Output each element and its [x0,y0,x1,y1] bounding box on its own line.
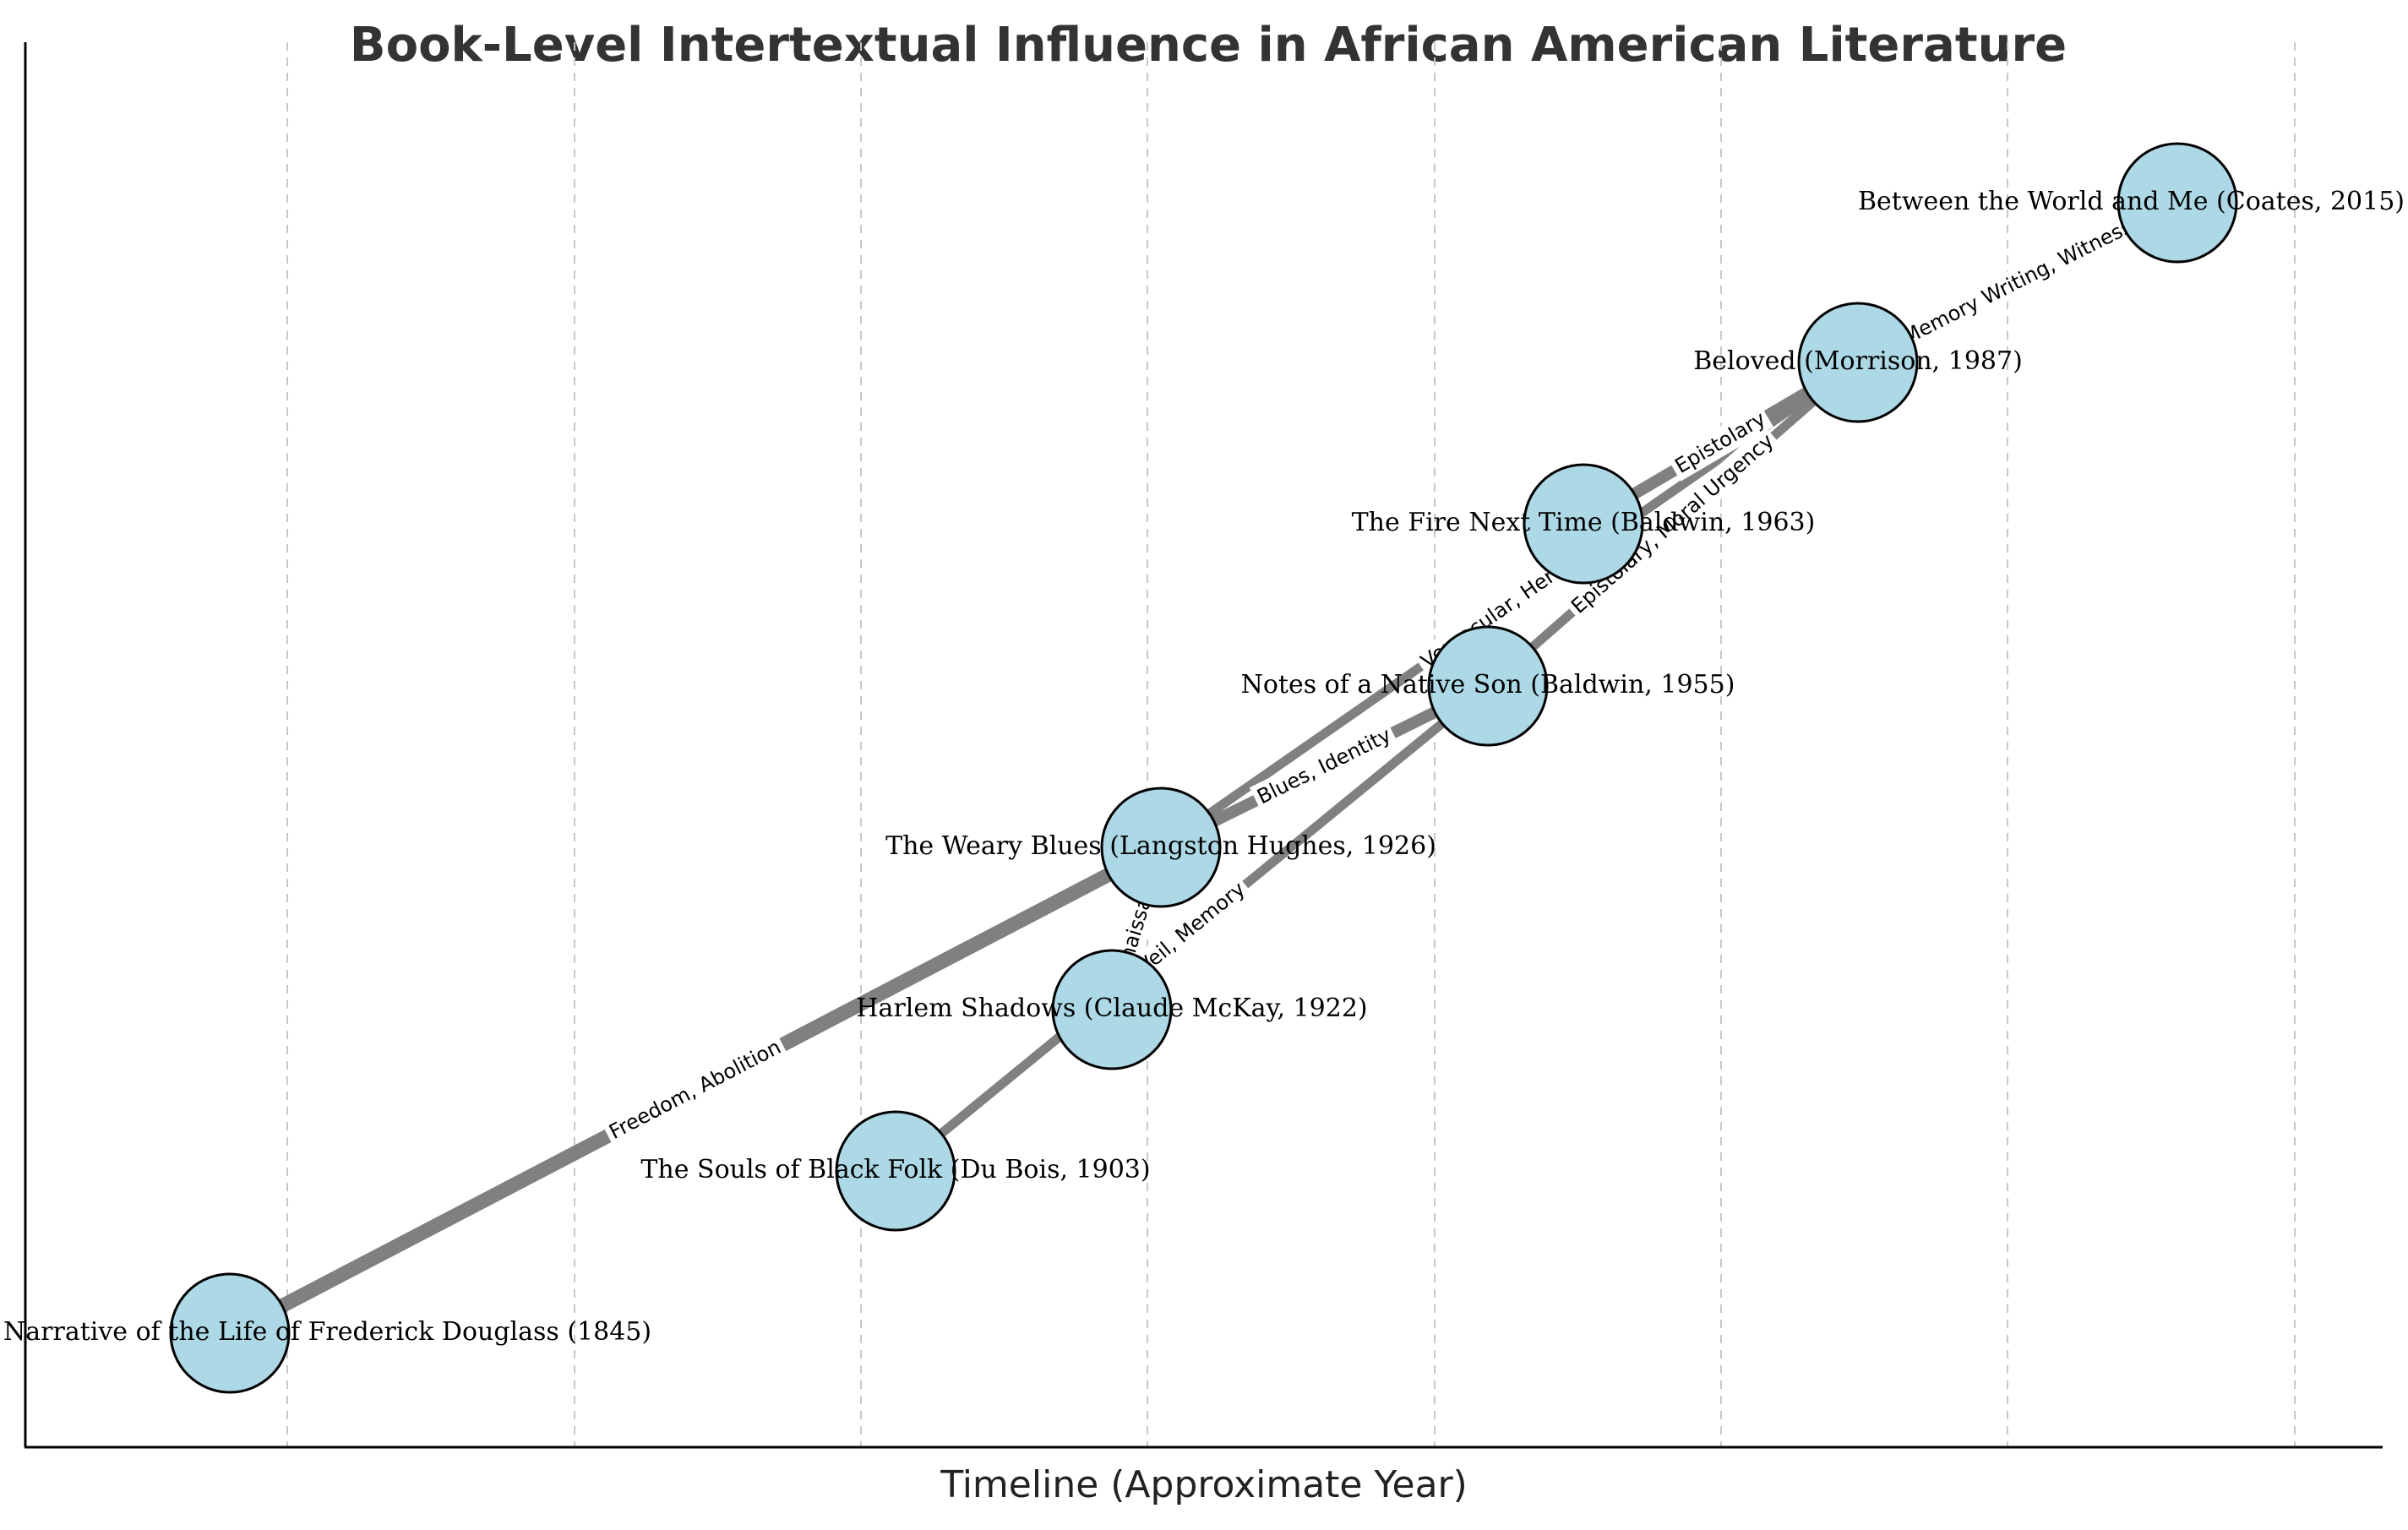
book-node-label: Narrative of the Life of Frederick Dougl… [3,1317,651,1347]
x-axis-label: Timeline (Approximate Year) [940,1463,1468,1506]
book-node[interactable] [1523,463,1644,585]
chart-title: Book-Level Intertextual Influence in Afr… [350,18,2067,73]
book-node-label: Harlem Shadows (Claude McKay, 1922) [856,994,1367,1023]
edge-label-background [1249,720,1399,812]
book-node[interactable] [835,1110,956,1232]
book-node[interactable] [2117,142,2238,264]
book-node[interactable] [1427,625,1549,747]
edge-label-background [601,1032,789,1147]
book-node[interactable] [1051,949,1173,1070]
book-node-label: Beloved (Morrison, 1987) [1693,346,2023,376]
book-node[interactable] [1100,787,1222,908]
edge-label-background [1129,874,1254,983]
book-node-label: The Souls of Black Folk (Du Bois, 1903) [640,1155,1150,1184]
book-node-label: Notes of a Native Son (Baldwin, 1955) [1241,670,1735,700]
edge-label-background [1667,403,1773,482]
node-layer [169,142,2238,1394]
book-node-label: The Fire Next Time (Baldwin, 1963) [1352,508,1816,537]
node-label-layer: Narrative of the Life of Frederick Dougl… [3,187,2405,1347]
book-node[interactable] [169,1272,291,1394]
book-node-label: Between the World and Me (Coates, 2015) [1858,187,2405,216]
edge-label-background [1894,211,2140,352]
book-node[interactable] [1797,302,1919,423]
book-node-label: The Weary Blues (Langston Hughes, 1926) [885,831,1436,861]
